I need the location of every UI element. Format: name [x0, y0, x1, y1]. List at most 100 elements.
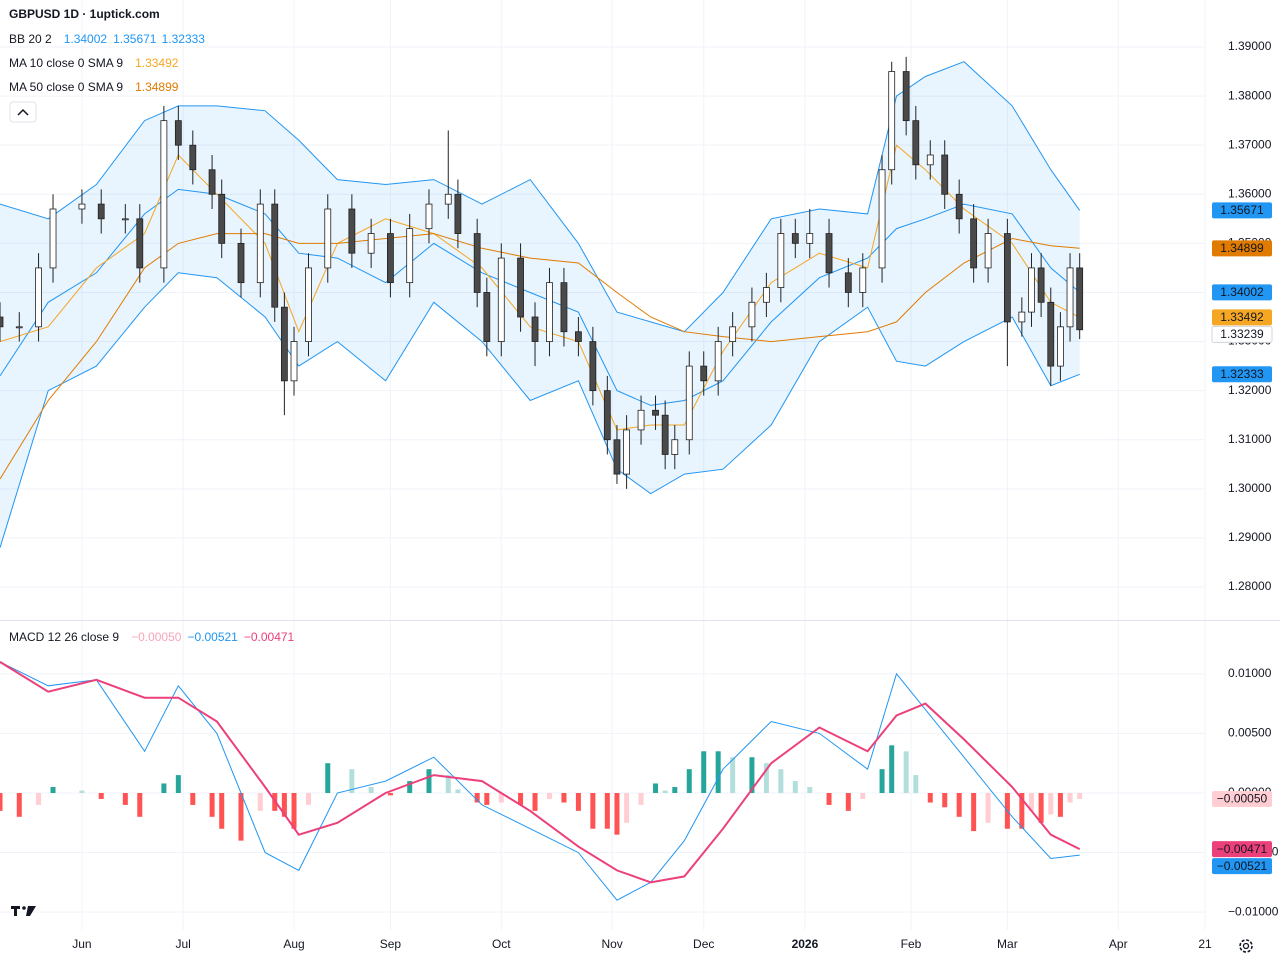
histogram-bar	[36, 792, 42, 805]
grid-layer	[0, 0, 1206, 930]
histogram-bar	[1048, 792, 1054, 815]
x-tick-label: Sep	[380, 937, 402, 951]
candle-body	[0, 316, 4, 328]
candle-body	[560, 282, 568, 333]
candle-body	[714, 341, 722, 382]
candle-body	[1037, 267, 1045, 303]
price-badge	[1212, 309, 1272, 326]
candle-body	[387, 233, 394, 284]
macd-line	[0, 661, 1081, 884]
histogram-bar	[1077, 792, 1083, 799]
histogram-bar	[614, 792, 620, 835]
histogram-bar	[1067, 792, 1073, 803]
y-tick-label: 1.30000	[1228, 481, 1272, 495]
histogram-bar	[985, 792, 991, 823]
price-badge-label: −0.00521	[1217, 859, 1268, 873]
candle-body	[806, 233, 814, 244]
candle-body	[729, 326, 737, 342]
x-tick-label: Oct	[492, 937, 511, 951]
histogram-bar	[826, 792, 832, 805]
histogram-bar	[281, 792, 287, 817]
y-tick-label: −0.01000	[1228, 904, 1279, 918]
candle-body	[517, 257, 524, 318]
x-tick-label: 21	[1198, 937, 1212, 951]
price-badge	[1212, 790, 1272, 807]
price-badge	[1212, 366, 1272, 383]
candle-body	[825, 233, 833, 274]
candle-body	[78, 203, 86, 210]
legend-value: 1.34002	[64, 32, 108, 46]
price-badge-label: −0.00471	[1217, 842, 1268, 856]
y-tick-label: 1.28000	[1228, 579, 1272, 593]
legend-entry: MA 10 close 0 SMA 9 1.33492	[9, 56, 179, 70]
y-tick-label: 1.39000	[1228, 39, 1272, 53]
settings-button[interactable]	[1239, 939, 1253, 953]
histogram-bar	[1057, 792, 1063, 817]
x-tick-label: Nov	[601, 937, 622, 951]
logo-part	[26, 906, 36, 916]
histogram-bar	[749, 757, 755, 793]
price-badge-label: 1.34899	[1220, 241, 1264, 255]
histogram-bar	[137, 792, 143, 817]
candle-body	[174, 120, 182, 146]
histogram-bar	[672, 787, 678, 793]
x-tick-label: Apr	[1109, 937, 1128, 951]
logo-part	[14, 906, 17, 916]
candle-body	[926, 154, 934, 166]
collapse-button[interactable]	[9, 101, 37, 123]
histogram-bar	[903, 751, 909, 793]
price-badge-label: −0.00050	[1217, 792, 1268, 806]
candle-body	[280, 306, 288, 382]
histogram-bar	[387, 792, 393, 796]
histogram-bar	[956, 792, 962, 817]
candle-body	[97, 203, 105, 220]
logo[interactable]	[11, 906, 36, 916]
candle-body	[613, 439, 621, 475]
y-tick-label: 1.38000	[1228, 88, 1272, 102]
indicator-line	[0, 272, 1080, 548]
candle-body	[575, 331, 582, 342]
x-tick-label: Aug	[283, 937, 304, 951]
candle-body	[271, 203, 279, 308]
candle-body	[208, 169, 216, 195]
histogram-bar	[238, 792, 244, 841]
collapse-button-frame[interactable]	[9, 101, 37, 123]
indicator-line	[0, 233, 1080, 480]
histogram-bar	[518, 792, 524, 805]
histogram-bar	[546, 792, 552, 799]
histogram-bar	[927, 792, 933, 803]
collapse-chevron	[17, 108, 29, 116]
x-tick-label: Feb	[901, 937, 922, 951]
histogram-bar	[79, 790, 85, 793]
y-tick-label: 1.31000	[1228, 432, 1272, 446]
histogram-bar	[653, 783, 659, 793]
histogram-bar	[190, 792, 196, 805]
histogram-bar	[879, 769, 885, 793]
histogram-bar	[407, 781, 413, 793]
candle-body	[1018, 311, 1026, 323]
histogram-bar	[763, 763, 769, 793]
histogram-bar	[50, 787, 56, 793]
y-tick-label: 0.01000	[1228, 666, 1272, 680]
histogram-bar	[1038, 792, 1044, 823]
candle-body	[748, 301, 756, 328]
candle-body	[136, 218, 144, 269]
candle-body	[941, 154, 949, 195]
legend-entry: MACD 12 26 close 9 −0.00050 −0.00521 −0.004…	[9, 630, 295, 644]
candle-body	[35, 267, 42, 328]
histogram-bar	[971, 792, 977, 832]
histogram-bar	[561, 792, 567, 803]
candle-body	[1057, 326, 1064, 367]
candle-body	[902, 71, 910, 122]
y-tick-label: 1.29000	[1228, 530, 1272, 544]
candle-body	[1076, 267, 1084, 331]
histogram-bar	[445, 775, 451, 793]
candle-body	[912, 120, 920, 166]
histogram-bar	[860, 792, 866, 799]
histogram-bar	[219, 792, 225, 829]
candle-body	[406, 228, 414, 284]
legend-entry: MA 50 close 0 SMA 9 1.34899	[9, 80, 179, 94]
histogram-bar	[484, 792, 490, 805]
histogram-bar	[807, 787, 813, 793]
logo-part	[22, 906, 26, 910]
